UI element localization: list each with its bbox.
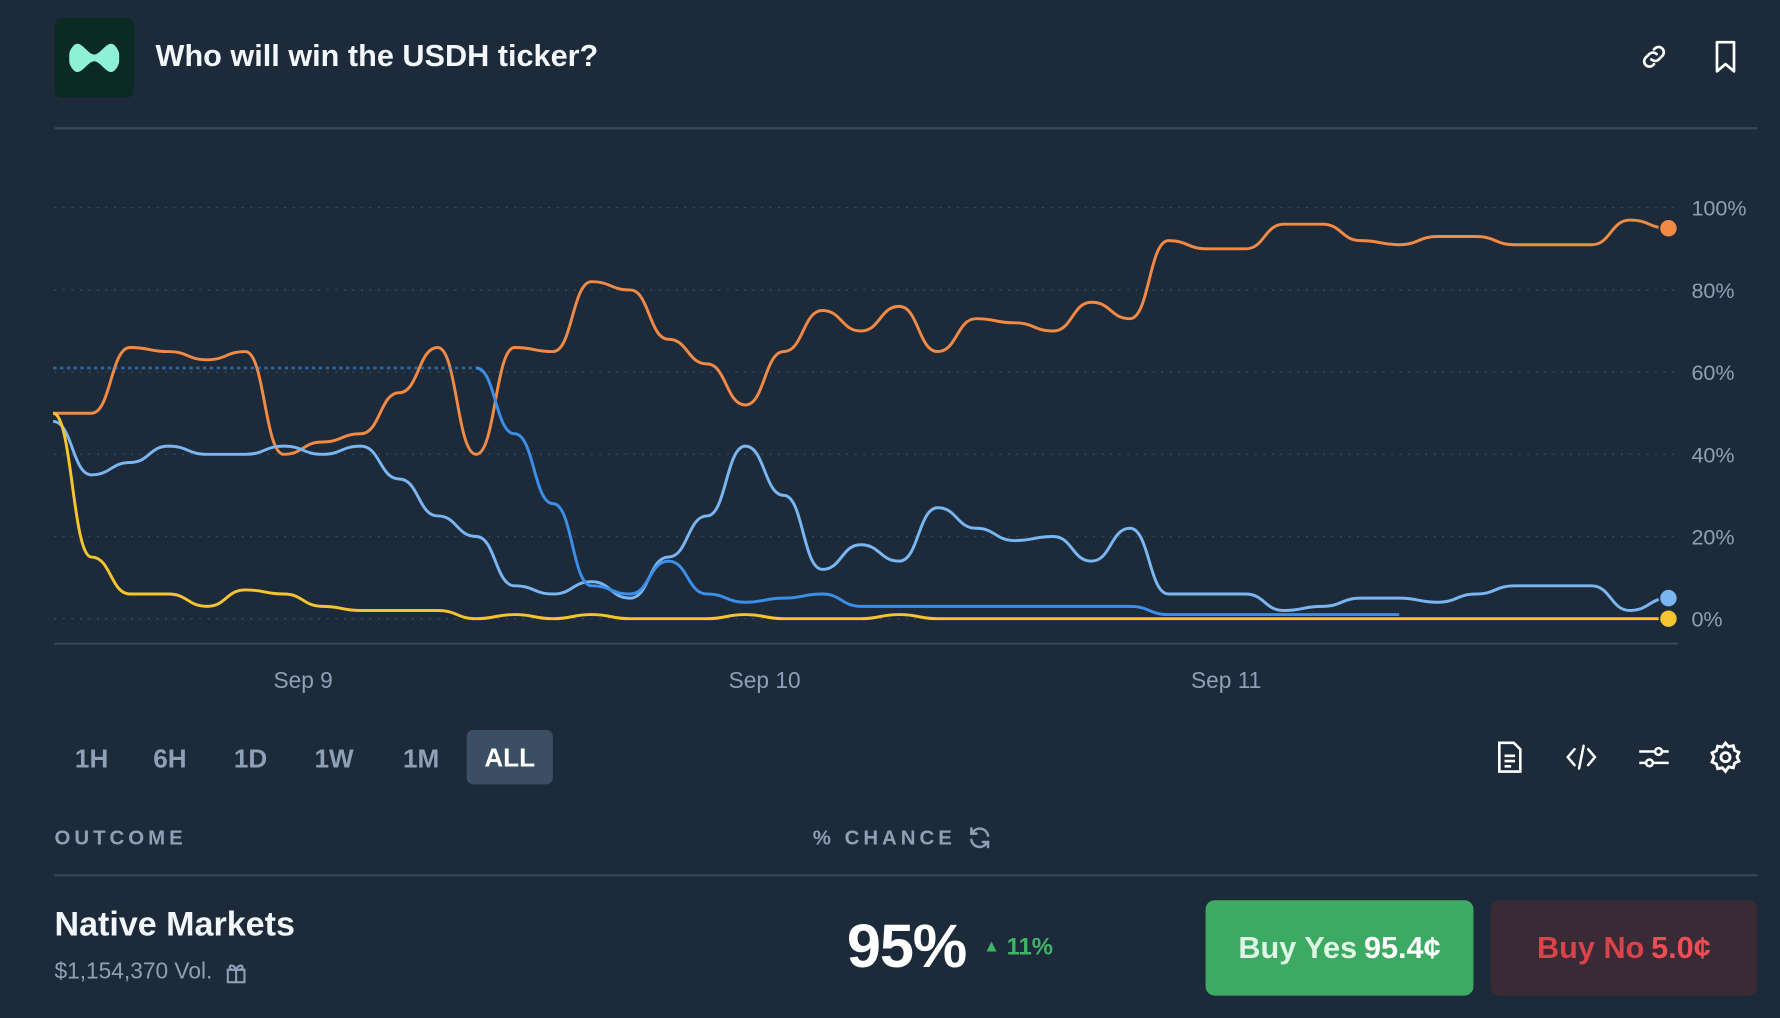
refresh-button[interactable]: [965, 822, 995, 854]
price-chart[interactable]: 0% 20% 40% 60% 80% 100% Sep 9 Sep 10 Sep 11: [0, 136, 1780, 704]
triangle-up-icon: ▲: [983, 936, 1000, 956]
chart-filters-button[interactable]: [1635, 738, 1674, 777]
settings-icon: [1710, 740, 1741, 774]
y-tick-label: 20%: [1691, 524, 1734, 549]
outcome-name: Native Markets: [54, 905, 295, 944]
buy-no-price: 5.0¢: [1651, 930, 1711, 965]
header-divider: [54, 127, 1758, 130]
timeframe-1h[interactable]: 1H: [74, 743, 109, 774]
timeframe-1m[interactable]: 1M: [402, 743, 440, 774]
code-icon: [1566, 744, 1597, 770]
rules-button[interactable]: [1491, 738, 1530, 777]
buy-yes-price: 95.4¢: [1363, 930, 1441, 965]
chance-change-value: 11%: [1006, 934, 1053, 961]
volume-text: $1,154,370 Vol.: [54, 959, 213, 985]
market-logo: [54, 18, 134, 98]
chart-settings-button[interactable]: [1706, 738, 1745, 777]
x-tick-label: Sep 9: [273, 667, 332, 693]
series-0-end-dot: [1658, 218, 1679, 239]
document-icon: [1498, 741, 1522, 773]
outcome-chance: 95%: [846, 912, 967, 981]
y-tick-label: 60%: [1691, 360, 1734, 385]
y-tick-label: 100%: [1691, 196, 1746, 221]
buy-no-button[interactable]: Buy No 5.0¢: [1490, 900, 1758, 996]
buy-yes-label: Buy Yes: [1238, 930, 1358, 965]
y-tick-label: 40%: [1691, 442, 1734, 467]
timeframe-1d[interactable]: 1D: [233, 743, 268, 774]
outcome-column-header: OUTCOME: [54, 826, 187, 850]
series-3-end-dot: [1658, 608, 1679, 629]
buy-yes-button[interactable]: Buy Yes 95.4¢: [1205, 900, 1474, 996]
bookmark-button[interactable]: [1706, 37, 1745, 76]
table-divider: [54, 874, 1758, 877]
timeframe-all[interactable]: ALL: [466, 729, 553, 785]
y-tick-label: 80%: [1691, 278, 1734, 303]
embed-button[interactable]: [1562, 738, 1601, 777]
buy-no-label: Buy No: [1537, 930, 1645, 965]
timeframe-6h[interactable]: 6H: [153, 743, 187, 774]
hyperliquid-logo-icon: [69, 43, 120, 72]
page-title: Who will win the USDH ticker?: [155, 38, 599, 73]
bookmark-icon: [1715, 40, 1736, 73]
chance-change: ▲ 11%: [983, 934, 1053, 961]
series-0-line: [53, 218, 1669, 456]
gift-icon[interactable]: [224, 960, 249, 985]
series-2-line: [475, 366, 1400, 617]
refresh-icon: [970, 827, 990, 849]
series-3-line: [52, 411, 1669, 621]
series-1-line: [52, 419, 1669, 612]
copy-link-button[interactable]: [1635, 37, 1674, 76]
outcome-volume: $1,154,370 Vol.: [54, 959, 248, 985]
x-tick-label: Sep 11: [1191, 667, 1261, 693]
x-tick-label: Sep 10: [729, 667, 801, 693]
chance-column-header: % CHANCE: [812, 826, 956, 850]
series-1-end-dot: [1658, 588, 1679, 609]
link-icon: [1642, 45, 1666, 68]
sliders-icon: [1639, 746, 1669, 768]
timeframe-1w[interactable]: 1W: [314, 743, 354, 774]
y-tick-label: 0%: [1691, 607, 1722, 632]
